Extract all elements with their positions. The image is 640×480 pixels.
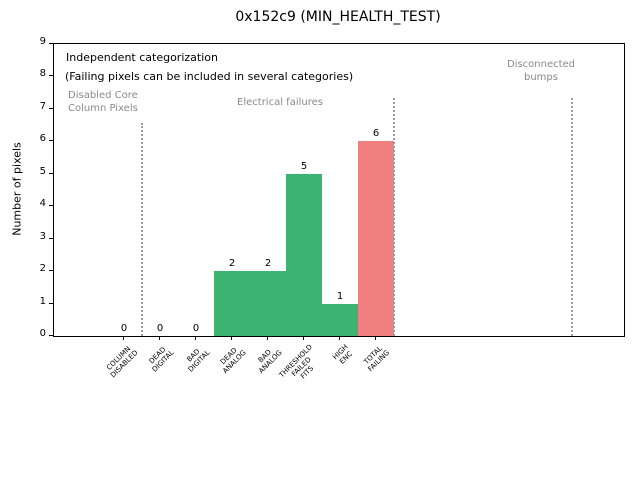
annotation-independent-categorization: Independent categorization <box>66 51 218 64</box>
x-tick-label-total-failing: TOTAL FAILING <box>362 344 392 374</box>
x-tick-label-high-enc: HIGH ENC <box>331 343 355 366</box>
separator-dotted-line-3 <box>571 98 573 336</box>
separator-dotted-line-2 <box>393 98 395 336</box>
x-tick-high-enc <box>339 336 340 340</box>
bar-value-label-bad-digital: 0 <box>192 323 200 334</box>
bars-container: 0 0 0 2 2 5 1 6 <box>54 44 624 336</box>
separator-dotted-line-1 <box>141 123 143 336</box>
group-label-disabled-core-column-pixels: Disabled Core Column Pixels <box>68 90 138 114</box>
x-tick-threshold-failed-fits <box>303 336 304 340</box>
plot-area: 0 0 0 2 2 5 1 6 Independent categorization (Fai… <box>53 43 625 337</box>
bar-value-label-dead-digital: 0 <box>156 323 164 334</box>
x-tick-column-disabled <box>123 336 124 340</box>
chart-title: 0x152c9 (MIN_HEALTH_TEST) <box>235 9 441 25</box>
y-tick-label-7: 7 <box>39 100 46 112</box>
y-tick-6 <box>49 140 53 142</box>
x-tick-label-bad-analog: BAD ANALOG <box>256 348 284 376</box>
bar-value-label-total-failing: 6 <box>372 128 380 140</box>
y-tick-9 <box>49 43 53 44</box>
annotation-failing-pixels-note: (Failing pixels can be included in sever… <box>65 70 354 83</box>
bar-value-label-dead-analog: 2 <box>228 258 236 270</box>
bar-value-label-bad-analog: 2 <box>264 258 272 270</box>
group-label-electrical-failures: Electrical failures <box>237 97 323 108</box>
y-tick-label-5: 5 <box>39 165 46 177</box>
x-tick-total-failing <box>375 336 376 340</box>
y-tick-2 <box>49 270 53 272</box>
y-tick-7 <box>49 107 53 109</box>
y-tick-label-6: 6 <box>39 133 46 145</box>
bar-value-label-high-enc: 1 <box>336 290 344 302</box>
y-axis-label: Number of pixels <box>10 142 24 236</box>
y-tick-1 <box>49 302 53 304</box>
x-tick-label-dead-analog: DEAD ANALOG <box>218 346 248 376</box>
y-tick-5 <box>49 172 53 174</box>
x-tick-bad-digital <box>195 336 196 340</box>
y-tick-label-4: 4 <box>39 198 46 210</box>
y-tick-label-0: 0 <box>39 328 46 339</box>
bar-value-label-column-disabled: 0 <box>120 323 128 334</box>
y-tick-3 <box>49 237 53 239</box>
y-tick-label-8: 8 <box>39 68 46 80</box>
y-tick-0 <box>49 335 53 336</box>
x-tick-label-bad-digital: BAD DIGITAL <box>185 347 212 374</box>
bar-dead-analog <box>214 271 250 336</box>
bar-threshold-failed-fits <box>286 173 322 336</box>
bar-total-failing <box>358 141 394 336</box>
bar-value-label-threshold-failed-fits: 5 <box>300 160 308 172</box>
y-tick-label-1: 1 <box>39 295 46 307</box>
x-tick-dead-analog <box>231 336 232 340</box>
x-tick-label-column-disabled: COLUMN DISABLED <box>104 344 140 380</box>
bar-high-enc <box>322 303 358 336</box>
x-tick-bad-analog <box>267 336 268 340</box>
y-tick-label-9: 9 <box>39 36 46 47</box>
x-tick-label-dead-digital: DEAD DIGITAL <box>147 345 176 374</box>
x-tick-dead-digital <box>159 336 160 340</box>
y-tick-8 <box>49 75 53 77</box>
x-tick-label-threshold-failed-fits: THRESHOLD FAILED FITS <box>277 343 315 381</box>
bar-bad-analog <box>250 271 286 336</box>
group-label-disconnected-bumps: Disconnected bumps <box>506 59 576 83</box>
y-tick-label-2: 2 <box>39 263 46 275</box>
y-tick-4 <box>49 205 53 207</box>
y-tick-label-3: 3 <box>39 230 46 242</box>
